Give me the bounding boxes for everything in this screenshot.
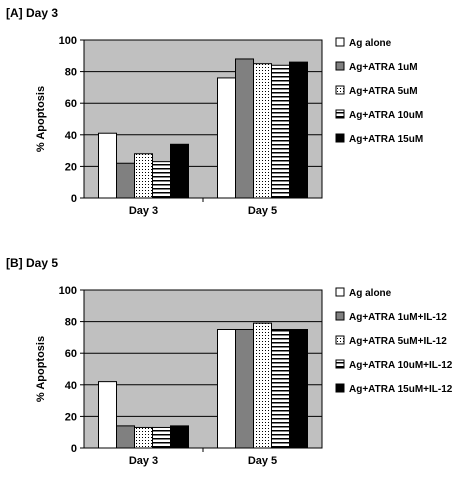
legend-swatch [335,287,345,297]
legend-swatch [335,383,345,393]
legend-label: Ag+ATRA 1uM [349,62,418,73]
legend-swatch [335,37,345,47]
bar [289,61,308,199]
y-tick-label: 0 [71,443,77,455]
legend-swatch [335,335,345,345]
bar [152,161,171,199]
legend-label: Ag alone [349,288,392,299]
x-tick-label: Day 3 [129,455,158,467]
bar [134,426,153,449]
y-tick-label: 0 [71,193,77,205]
x-tick-label: Day 5 [248,205,277,217]
bar [170,425,189,449]
legend-swatch [335,359,345,369]
legend-label: Ag+ATRA 15uM [349,134,423,145]
bar [235,329,254,449]
y-tick-label: 60 [65,348,77,360]
bar [217,329,236,449]
bar [134,153,153,199]
chart-panel-b: [B] Day 5 0 20 40 60 80 100 % Apoptosis Day 3 Da… [0,250,468,482]
bar-chart-b: 0 20 40 60 80 100 % Apoptosis Day 3 Day 5 Ag alon… [35,285,453,467]
legend-label: Ag+ATRA 5uM [349,86,418,97]
legend-label: Ag+ATRA 15uM+IL-12 [349,384,453,395]
legend-label: Ag+ATRA 10uM+IL-12 [349,360,453,371]
bar [253,63,272,199]
y-tick-label: 40 [65,380,77,392]
chart-title: [B] Day 5 [6,256,59,270]
bar [271,64,290,199]
legend-label: Ag alone [349,38,392,49]
x-tick-label: Day 3 [129,205,158,217]
legend-label: Ag+ATRA 1uM+IL-12 [349,312,447,323]
bar-chart-a: 0 20 40 60 80 100 % Apoptosis Day 3 Day 5 Ag alon… [35,35,423,217]
bar [116,425,135,449]
chart-title: [A] Day 3 [6,6,59,20]
y-axis-label: % Apoptosis [35,86,47,152]
bar [253,322,272,449]
legend-swatch [335,61,345,71]
bar [98,381,117,449]
bar [98,132,117,199]
y-tick-label: 80 [65,67,77,79]
bar [235,58,254,199]
legend-swatch [335,109,345,119]
legend-label: Ag+ATRA 10uM [349,110,423,121]
x-tick-label: Day 5 [248,455,277,467]
bar [116,162,135,199]
y-tick-label: 80 [65,317,77,329]
legend-swatch [335,311,345,321]
chart-panel-a: [A] Day 3 0 20 40 60 80 100 % Apoptosis Day 3 Da… [0,0,468,232]
y-tick-label: 20 [65,411,77,423]
y-axis-label: % Apoptosis [35,336,47,402]
bar [217,77,236,199]
legend-label: Ag+ATRA 5uM+IL-12 [349,336,447,347]
bar [152,426,171,449]
y-tick-label: 20 [65,161,77,173]
bar [271,329,290,449]
y-tick-label: 100 [59,285,77,297]
legend-swatch [335,133,345,143]
legend-swatch [335,85,345,95]
bar [170,143,189,199]
y-tick-label: 60 [65,98,77,110]
y-tick-label: 40 [65,130,77,142]
bar [289,329,308,449]
y-tick-label: 100 [59,35,77,47]
